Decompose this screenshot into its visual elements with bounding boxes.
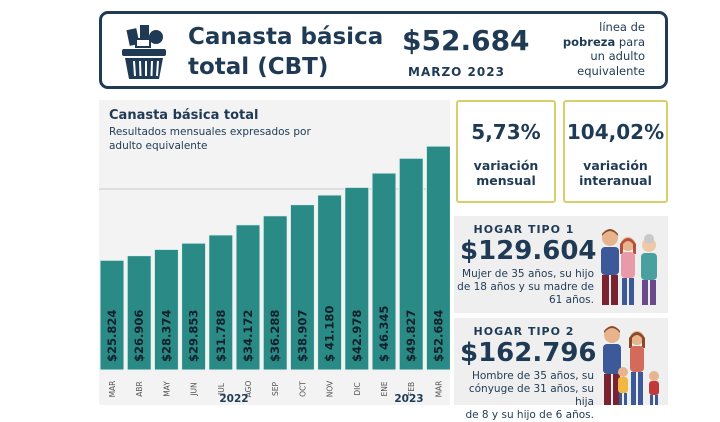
header-note: línea de pobreza para un adulto equivale… — [535, 20, 645, 78]
chart-bar — [317, 194, 343, 371]
bar-value-label: $36.288 — [268, 310, 282, 362]
hogar-tipo-1-card: HOGAR TIPO 1 $129.604 Mujer de 35 años, … — [454, 216, 668, 313]
chart-bar — [99, 259, 125, 371]
header-value: $52.684 — [402, 24, 530, 57]
hogar-1-desc-line3: 61 años. — [548, 294, 594, 306]
chart-bar — [425, 145, 450, 371]
bar-value-label: $28.374 — [159, 310, 173, 362]
hogar-1-value: $129.604 — [460, 236, 597, 266]
bar-value-label: $42.978 — [350, 310, 364, 362]
bar-value-label: $31.788 — [214, 310, 228, 362]
note-bold: pobreza — [562, 34, 616, 49]
monthly-label-line2: mensual — [476, 173, 536, 188]
x-tick-label: ENE — [380, 381, 389, 396]
annual-variation-card: 104,02% variación interanual — [563, 100, 668, 203]
bar-value-label: $25.824 — [105, 310, 119, 362]
header-title: Canasta básica total (CBT) — [188, 22, 383, 82]
x-tick-label: MAR — [434, 381, 443, 398]
hogar-2-desc-line3: de 8 y su hijo de 6 años. — [465, 409, 594, 421]
note-after-bold: para — [615, 34, 645, 49]
year-group-label: 2023 — [394, 393, 423, 405]
x-tick-label: MAY — [162, 381, 171, 397]
monthly-variation-card: 5,73% variación mensual — [456, 100, 556, 203]
chart-bar — [181, 242, 207, 371]
chart-bar — [371, 172, 397, 371]
year-group-label: 2022 — [219, 393, 248, 405]
x-tick-label: ABR — [135, 381, 144, 397]
monthly-label-line1: variación — [473, 158, 539, 173]
chart-bar — [153, 248, 179, 371]
bar-value-label: $ 46.345 — [377, 306, 391, 362]
chart-title: Canasta básica total — [109, 108, 259, 123]
chart-bar — [126, 255, 152, 371]
annual-label-line1: variación — [583, 158, 648, 173]
monthly-variation-label: variación mensual — [458, 158, 554, 188]
chart-bar — [235, 224, 261, 371]
chart-card: $25.824 MAR $26.906 ABR $28.374 MAY $29.853 JUN… — [99, 100, 450, 405]
family-2-illustration-icon — [603, 326, 659, 405]
annual-variation-label: variación interanual — [565, 158, 666, 188]
x-tick-label: JUN — [190, 382, 199, 396]
hogar-2-desc-line1: Hombre de 35 años, su — [471, 370, 594, 382]
hogar-2-value: $162.796 — [460, 338, 597, 368]
hogar-1-desc-line1: Mujer de 35 años, su hijo — [462, 268, 594, 280]
x-tick-label: MAR — [108, 381, 117, 398]
hogar-2-description: Hombre de 35 años, su cónyuge de 31 años… — [454, 370, 594, 422]
header-title-line1: Canasta básica — [188, 24, 384, 50]
note-line3: un adulto — [590, 49, 645, 63]
annual-label-line2: interanual — [579, 173, 652, 188]
chart-bar — [208, 234, 234, 371]
bar-value-label: $49.827 — [404, 310, 418, 362]
bar-chart: $25.824 MAR $26.906 ABR $28.374 MAY $29.853 JUN… — [99, 145, 450, 405]
x-tick-label: NOV — [326, 380, 335, 397]
annual-variation-value: 104,02% — [566, 120, 665, 144]
hogar-1-title: HOGAR TIPO 1 — [473, 223, 575, 236]
x-tick-label: AGO — [244, 381, 253, 398]
bar-value-label: $38.907 — [295, 310, 309, 362]
note-line1: línea de — [599, 20, 645, 34]
hogar-tipo-2-card: HOGAR TIPO 2 $162.796 Hombre de 35 años,… — [454, 318, 668, 421]
x-tick-label: JUL — [217, 382, 226, 396]
bar-value-label: $34.172 — [241, 310, 255, 362]
family-1-illustration-icon — [601, 229, 657, 305]
note-line4: equivalente — [577, 63, 645, 78]
chart-bar — [262, 215, 288, 371]
shopping-basket-icon — [122, 25, 166, 79]
bar-value-label: $26.906 — [132, 310, 146, 362]
x-tick-label: SEP — [271, 382, 280, 396]
header-banner: Canasta básica total (CBT) $52.684 MARZO… — [99, 11, 668, 89]
header-date: MARZO 2023 — [408, 65, 505, 79]
hogar-2-desc-line2: cónyuge de 31 años, su hija — [468, 383, 594, 408]
x-tick-label: DIC — [353, 382, 362, 395]
chart-bar — [344, 186, 370, 371]
chart-bar — [398, 157, 424, 371]
hogar-1-desc-line2: de 18 años y su madre de — [457, 281, 594, 293]
bar-value-label: $29.853 — [187, 310, 201, 362]
hogar-2-title: HOGAR TIPO 2 — [473, 325, 575, 338]
monthly-variation-value: 5,73% — [471, 120, 541, 144]
x-tick-label: FEB — [407, 382, 416, 396]
bar-value-label: $ 41.180 — [323, 306, 337, 362]
chart-subtitle: Resultados mensuales expresados por adul… — [109, 126, 311, 152]
chart-bar — [289, 204, 315, 371]
note-line2: pobreza para — [535, 35, 645, 50]
header-title-line2: total (CBT) — [188, 54, 329, 80]
bar-value-label: $52.684 — [431, 310, 445, 362]
hogar-1-description: Mujer de 35 años, su hijo de 18 años y s… — [454, 268, 594, 307]
x-tick-label: OCT — [298, 381, 307, 397]
